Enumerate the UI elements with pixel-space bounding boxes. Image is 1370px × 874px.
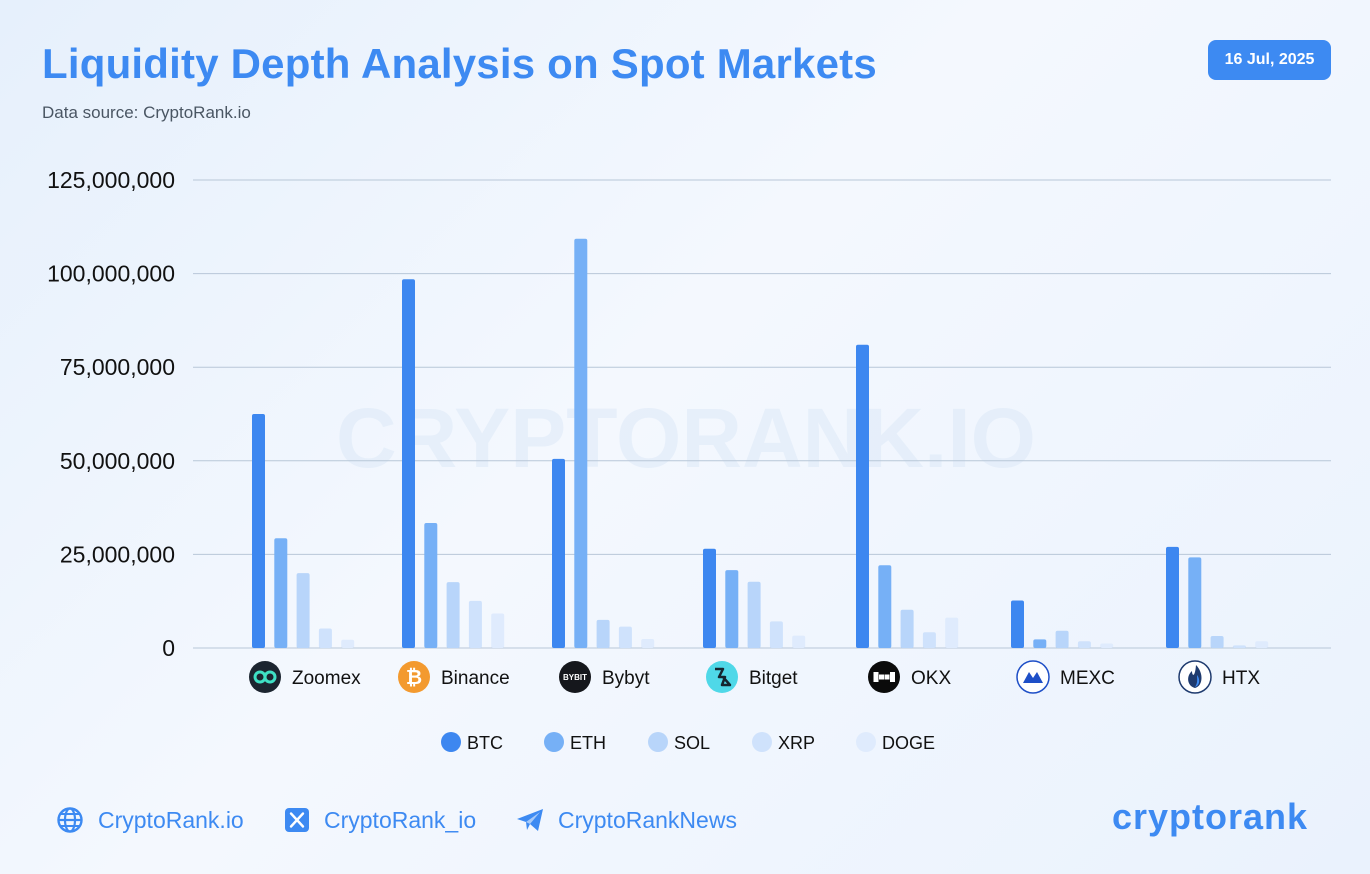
bar-eth-mexc (1033, 639, 1047, 648)
zoomex-icon (249, 661, 281, 693)
footer-link-telegram-label: CryptoRankNews (558, 806, 737, 833)
legend-swatch (856, 732, 876, 752)
bar-btc-bitget (703, 548, 716, 648)
y-tick-label: 50,000,000 (60, 448, 175, 474)
page-title: Liquidity Depth Analysis on Spot Markets (42, 40, 877, 87)
bar-sol-binance (446, 582, 460, 648)
x-category-label: HTX (1222, 668, 1260, 689)
x-category-label: Zoomex (292, 668, 361, 689)
x-category-label: Bybyt (602, 668, 650, 689)
legend-label: BTC (467, 733, 503, 753)
bybit-icon: BYBIT (559, 661, 591, 693)
bar-btc-zoomex (252, 414, 265, 648)
watermark: CRYPTORANK.IO (336, 391, 1036, 485)
gridlines (193, 179, 1331, 649)
bar-doge-mexc (1100, 643, 1114, 648)
legend-item-doge: DOGE (856, 732, 935, 753)
legend: BTC ETH SOL XRP DOGE (441, 732, 935, 753)
bar-xrp-mexc (1077, 641, 1091, 648)
svg-text:₿: ₿ (406, 665, 422, 689)
legend-item-xrp: XRP (752, 732, 815, 753)
bar-doge-okx (945, 617, 959, 648)
bars (252, 238, 1269, 648)
legend-swatch (752, 732, 772, 752)
bar-btc-binance (402, 279, 415, 648)
footer-link-telegram[interactable]: CryptoRankNews (516, 803, 737, 837)
bar-sol-okx (900, 609, 914, 648)
y-tick-label: 75,000,000 (60, 354, 175, 380)
x-category-label: OKX (911, 668, 951, 689)
legend-label: DOGE (882, 733, 935, 753)
bar-btc-bybyt (552, 458, 565, 648)
mexc-icon (1016, 660, 1050, 694)
y-tick-label: 100,000,000 (47, 261, 175, 287)
bar-doge-binance (491, 613, 505, 648)
svg-text:BYBIT: BYBIT (563, 673, 587, 682)
bar-sol-mexc (1055, 630, 1069, 648)
legend-item-eth: ETH (544, 732, 606, 753)
bar-eth-bitget (725, 570, 739, 648)
y-axis-ticks: 0 25,000,000 50,000,000 75,000,000 100,000,0… (47, 167, 175, 661)
bar-xrp-bitget (769, 621, 783, 648)
bar-btc-okx (856, 344, 869, 648)
bar-sol-bitget (747, 581, 761, 648)
bar-btc-mexc (1011, 600, 1024, 648)
x-twitter-icon (285, 808, 309, 832)
bar-sol-zoomex (296, 573, 310, 648)
bar-doge-bybyt (641, 639, 655, 648)
telegram-icon (517, 809, 543, 831)
bar-eth-zoomex (274, 538, 288, 648)
bar-sol-htx (1210, 636, 1224, 648)
legend-swatch (544, 732, 564, 752)
x-axis-categories: Zoomex ₿ Binance BYBIT Bybyt Bitget OKX MEXC HTX (249, 660, 1260, 694)
bar-doge-htx (1255, 641, 1269, 648)
bar-eth-bybyt (574, 238, 588, 648)
footer-link-x[interactable]: CryptoRank_io (284, 803, 476, 837)
footer-link-x-label: CryptoRank_io (324, 806, 477, 833)
legend-label: XRP (778, 733, 815, 753)
footer-link-website[interactable]: CryptoRank.io (56, 803, 244, 837)
cryptorank-logo: cryptorank (1112, 796, 1309, 837)
bar-eth-binance (424, 522, 438, 648)
legend-item-sol: SOL (648, 732, 710, 753)
bar-doge-zoomex (341, 639, 355, 648)
legend-item-btc: BTC (441, 732, 503, 753)
date-badge: 16 Jul, 2025 (1208, 40, 1331, 80)
bar-xrp-htx (1232, 645, 1246, 648)
x-category-label: Bitget (749, 668, 798, 689)
bar-btc-htx (1166, 546, 1179, 648)
legend-swatch (441, 732, 461, 752)
bar-eth-okx (878, 565, 892, 648)
bar-xrp-binance (468, 600, 482, 648)
x-category-label: Binance (441, 668, 510, 689)
legend-swatch (648, 732, 668, 752)
okx-icon (868, 661, 900, 693)
bitget-icon (706, 661, 738, 693)
binance-icon: ₿ (398, 661, 430, 693)
y-tick-label: 125,000,000 (47, 167, 175, 193)
legend-label: ETH (570, 733, 606, 753)
bar-eth-htx (1188, 557, 1202, 648)
y-tick-label: 0 (162, 635, 175, 661)
legend-label: SOL (674, 733, 710, 753)
bar-xrp-zoomex (318, 628, 332, 648)
y-tick-label: 25,000,000 (60, 541, 175, 567)
bar-xrp-bybyt (618, 626, 632, 648)
bar-sol-bybyt (596, 619, 610, 648)
data-source-note: Data source: CryptoRank.io (42, 103, 251, 122)
bar-xrp-okx (922, 632, 936, 648)
footer-link-website-label: CryptoRank.io (98, 806, 244, 833)
globe-icon (57, 807, 83, 833)
bar-doge-bitget (792, 635, 806, 648)
x-category-label: MEXC (1060, 668, 1115, 689)
htx-icon (1178, 660, 1212, 694)
